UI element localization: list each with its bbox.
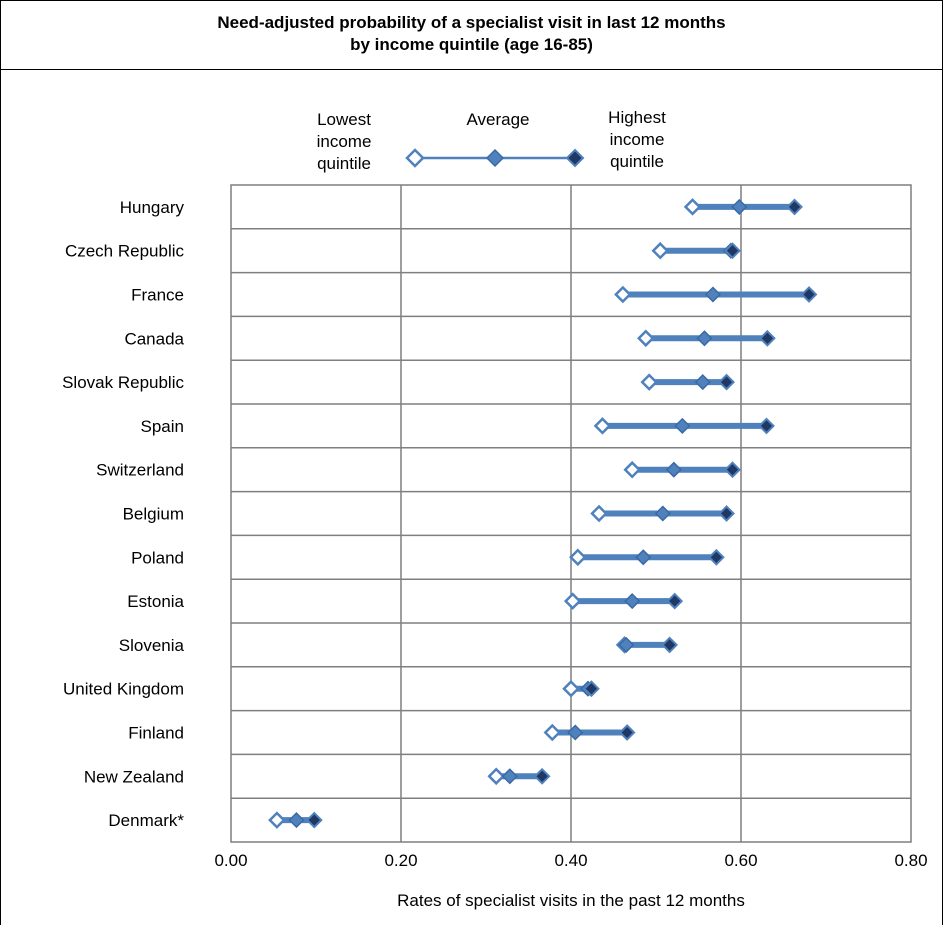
x-tick-label: 0.00 <box>214 851 247 870</box>
plot-grid <box>230 184 912 843</box>
average-point <box>731 198 748 215</box>
average-point <box>635 549 652 566</box>
highest-quintile-point <box>718 373 735 391</box>
x-tick-label: 0.80 <box>894 851 927 870</box>
legend-lowest-label: income <box>317 132 372 151</box>
category-label: New Zealand <box>84 767 184 786</box>
category-label: Poland <box>131 548 184 567</box>
average-point <box>674 417 691 434</box>
lowest-quintile-point <box>569 548 587 567</box>
highest-quintile-point <box>666 592 684 610</box>
frame-left-border <box>0 69 1 925</box>
average-point <box>618 636 635 653</box>
average-point <box>624 593 641 610</box>
category-label: Belgium <box>123 505 184 524</box>
highest-quintile-point <box>661 636 679 654</box>
chart-subtitle: by income quintile (age 16-85) <box>350 35 593 54</box>
lowest-quintile-point <box>614 285 632 304</box>
category-label: Slovak Republic <box>62 373 184 392</box>
highest-quintile-point <box>305 811 323 829</box>
highest-quintile-point <box>800 286 818 303</box>
average-point <box>567 724 584 741</box>
average-point <box>704 286 722 303</box>
plot-marks <box>268 198 818 829</box>
x-tick-labels: 0.00 0.20 0.40 0.60 0.80 <box>214 851 927 870</box>
x-tick-label: 0.20 <box>384 851 417 870</box>
highest-quintile-point <box>707 548 725 566</box>
category-label: United Kingdom <box>63 680 184 699</box>
category-label: France <box>131 286 184 305</box>
lowest-quintile-point <box>562 679 580 698</box>
highest-quintile-point <box>724 242 741 260</box>
lowest-quintile-point <box>268 811 286 829</box>
highest-quintile-point <box>718 505 735 522</box>
highest-quintile-point <box>533 767 551 785</box>
legend-highest-label: income <box>610 130 665 149</box>
legend-highest-marker <box>565 148 585 168</box>
average-point <box>501 768 518 785</box>
highest-quintile-point <box>758 417 775 435</box>
lowest-quintile-point <box>487 767 505 786</box>
lowest-quintile-point <box>640 373 658 391</box>
category-label: Denmark* <box>108 811 184 830</box>
category-label: Estonia <box>127 592 184 611</box>
highest-quintile-point <box>758 329 776 347</box>
category-label: Finland <box>128 724 184 743</box>
highest-quintile-point <box>786 198 803 216</box>
lowest-quintile-point <box>543 723 562 742</box>
legend-average-label: Average <box>466 110 529 129</box>
category-label: Hungary <box>120 198 185 217</box>
legend-lowest-marker <box>405 148 425 168</box>
category-label: Spain <box>141 417 184 436</box>
legend-lowest-label: Lowest <box>317 110 371 129</box>
x-axis-label: Rates of specialist visits in the past 1… <box>397 891 745 910</box>
lowest-quintile-point <box>563 592 582 610</box>
average-point <box>665 461 682 478</box>
category-label: Czech Republic <box>65 242 185 261</box>
category-label: Canada <box>124 329 184 348</box>
legend: Lowest income quintile Average Highest income… <box>317 108 667 173</box>
lowest-quintile-point <box>651 241 670 260</box>
lowest-quintile-point <box>590 504 608 523</box>
lowest-quintile-point <box>623 460 641 479</box>
lowest-quintile-point <box>637 329 655 348</box>
highest-quintile-point <box>582 680 600 698</box>
category-label: Slovenia <box>119 636 185 655</box>
legend-highest-label: Highest <box>608 108 666 127</box>
lowest-quintile-point <box>593 417 612 435</box>
average-point <box>654 505 671 522</box>
average-point <box>696 330 713 347</box>
x-tick-label: 0.60 <box>724 851 757 870</box>
x-tick-label: 0.40 <box>554 851 587 870</box>
average-point <box>288 812 305 829</box>
average-point <box>694 374 711 391</box>
category-labels: Hungary Czech Republic France Canada Slovak … <box>62 198 184 830</box>
highest-quintile-point <box>618 724 636 741</box>
highest-quintile-point <box>724 461 741 479</box>
category-label: Switzerland <box>96 461 184 480</box>
lowest-quintile-point <box>683 198 702 216</box>
chart-title: Need-adjusted probability of a specialis… <box>217 13 726 32</box>
legend-average-marker <box>485 148 505 168</box>
legend-lowest-label: quintile <box>317 154 371 173</box>
chart-title-box: Need-adjusted probability of a specialis… <box>0 0 943 70</box>
legend-highest-label: quintile <box>610 152 664 171</box>
